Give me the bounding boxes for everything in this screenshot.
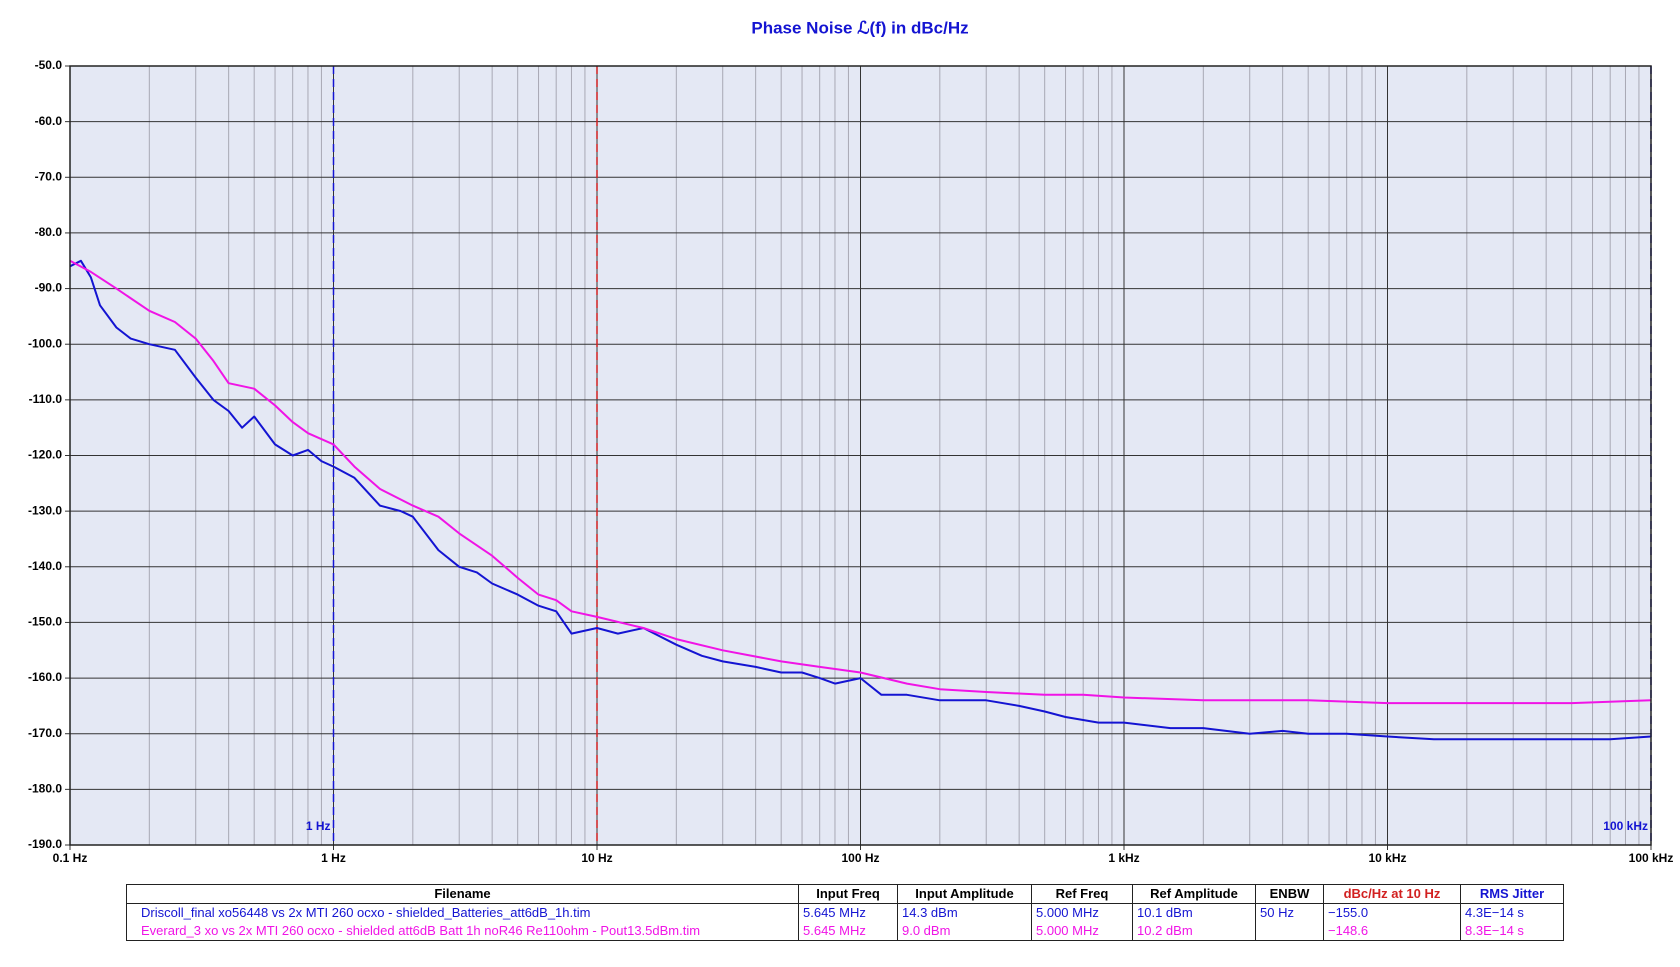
column-header: dBc/Hz at 10 Hz (1323, 884, 1461, 904)
x-tick-label: 1 Hz (321, 851, 346, 865)
y-tick-label: -170.0 (28, 726, 62, 740)
chart-title: Phase Noise ℒ(f) in dBc/Hz (751, 18, 968, 37)
column-header: Input Freq (798, 884, 898, 904)
x-tick-label: 100 Hz (841, 851, 879, 865)
y-tick-label: -90.0 (35, 281, 63, 295)
y-tick-label: -190.0 (28, 837, 62, 851)
table-cell: 8.3E−14 s (1460, 922, 1564, 941)
y-tick-label: -140.0 (28, 559, 62, 573)
table-cell: 5.000 MHz (1031, 922, 1133, 941)
x-tick-label: 10 Hz (581, 851, 612, 865)
y-tick-label: -80.0 (35, 225, 63, 239)
table-cell: Driscoll_final xo56448 vs 2x MTI 260 ocx… (126, 903, 799, 922)
y-tick-label: -100.0 (28, 336, 62, 350)
table-cell: 14.3 dBm (897, 903, 1032, 922)
marker-label: 1 Hz (306, 819, 331, 833)
table-row: Driscoll_final xo56448 vs 2x MTI 260 ocx… (126, 903, 1564, 922)
table-cell: 5.645 MHz (798, 922, 898, 941)
column-header: Filename (126, 884, 799, 904)
y-tick-label: -70.0 (35, 169, 63, 183)
table-cell: 4.3E−14 s (1460, 903, 1564, 922)
column-header: Ref Amplitude (1132, 884, 1256, 904)
marker-label: 100 kHz (1603, 819, 1648, 833)
table-cell: 50 Hz (1255, 903, 1324, 922)
y-tick-label: -180.0 (28, 782, 62, 796)
column-header: Ref Freq (1031, 884, 1133, 904)
column-header: RMS Jitter (1460, 884, 1564, 904)
table-cell: 10.1 dBm (1132, 903, 1256, 922)
table-cell: −155.0 (1323, 903, 1461, 922)
series-line (69, 259, 1652, 705)
column-header: ENBW (1255, 884, 1324, 904)
table-cell: 5.645 MHz (798, 903, 898, 922)
x-tick-label: 0.1 Hz (53, 851, 88, 865)
chart: Phase Noise ℒ(f) in dBc/Hz -50.0 -60.0 -70… (28, 18, 1674, 865)
x-tick-label: 1 kHz (1108, 851, 1139, 865)
y-tick-label: -50.0 (35, 58, 63, 72)
table-body: Driscoll_final xo56448 vs 2x MTI 260 ocx… (126, 903, 1564, 941)
table-header: Filename Input Freq Input Amplitude Ref Fre… (126, 884, 1564, 904)
table-cell: 9.0 dBm (897, 922, 1032, 941)
table-cell (1255, 922, 1324, 941)
x-tick-label: 100 kHz (1629, 851, 1674, 865)
table-cell: 10.2 dBm (1132, 922, 1256, 941)
series-line (69, 259, 1652, 741)
table-cell: Everard_3 xo vs 2x MTI 260 ocxo - shield… (126, 922, 799, 941)
y-tick-label: -120.0 (28, 448, 62, 462)
table-row: Everard_3 xo vs 2x MTI 260 ocxo - shield… (126, 922, 1564, 941)
plot-border (69, 65, 1652, 846)
table-cell: −148.6 (1323, 922, 1461, 941)
table-cell: 5.000 MHz (1031, 903, 1133, 922)
y-tick-label: -150.0 (28, 615, 62, 629)
x-tick-label: 10 kHz (1368, 851, 1406, 865)
legend-table: Filename Input Freq Input Amplitude Ref Fre… (126, 884, 1564, 941)
y-tick-label: -130.0 (28, 503, 62, 517)
column-header: Input Amplitude (897, 884, 1032, 904)
y-tick-label: -160.0 (28, 670, 62, 684)
y-tick-label: -110.0 (29, 392, 63, 406)
y-tick-label: -60.0 (35, 114, 63, 128)
